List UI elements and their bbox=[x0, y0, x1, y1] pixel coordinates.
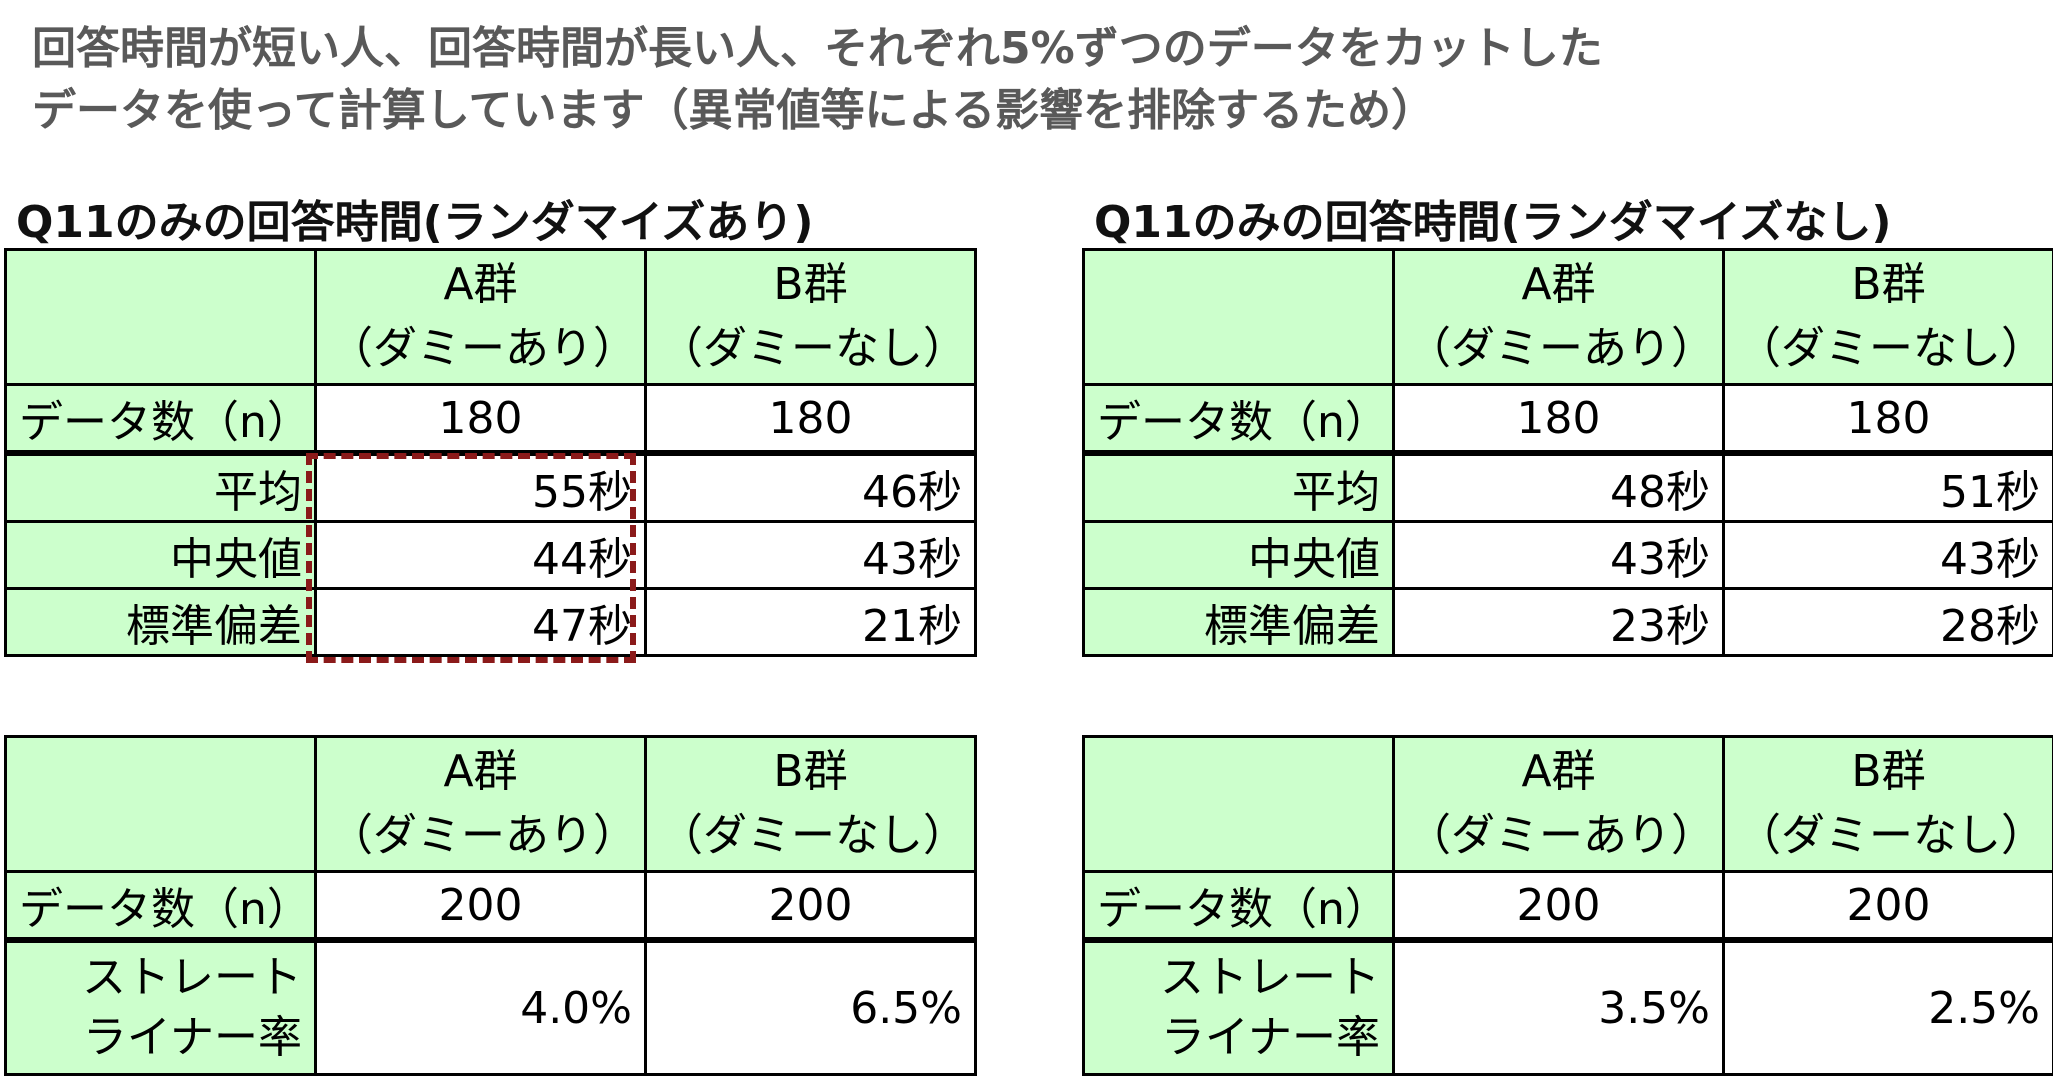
table-header-row: A群 （ダミーあり） B群 （ダミーなし） bbox=[4, 735, 977, 873]
table-row-n: データ数（n） 200 200 bbox=[1082, 870, 2053, 942]
cell-mean-b: 51秒 bbox=[1722, 450, 2053, 523]
table-row-straightliner: ストレートライナー率 4.0% 6.5% bbox=[4, 937, 977, 1076]
method-note: 回答時間が短い人、回答時間が長い人、それぞれ5%ずつのデータをカットした データ… bbox=[32, 18, 1732, 142]
cell-sd-b: 28秒 bbox=[1722, 587, 2053, 657]
group-a-name: A群 bbox=[443, 259, 518, 310]
table-header-row: A群 （ダミーあり） B群 （ダミーなし） bbox=[4, 248, 977, 386]
table-row-median: 中央値 44秒 43秒 bbox=[4, 520, 977, 590]
column-header-a: A群 （ダミーあり） bbox=[314, 248, 647, 386]
column-header-b: B群 （ダミーなし） bbox=[1722, 735, 2053, 873]
cell-n-b: 180 bbox=[1722, 383, 2053, 455]
method-note-line1: 回答時間が短い人、回答時間が長い人、それぞれ5%ずつのデータをカットした bbox=[32, 23, 1603, 74]
row-label-n: データ数（n） bbox=[1082, 383, 1395, 455]
empty-header-cell bbox=[4, 248, 317, 386]
cell-n-b: 180 bbox=[644, 383, 977, 455]
table-row-mean: 平均 55秒 46秒 bbox=[4, 450, 977, 523]
group-a-name: A群 bbox=[1521, 746, 1596, 797]
group-b-sub: （ダミーなし） bbox=[1737, 323, 2045, 374]
row-label-median: 中央値 bbox=[4, 520, 317, 590]
group-b-name: B群 bbox=[773, 259, 848, 310]
table-row-median: 中央値 43秒 43秒 bbox=[1082, 520, 2053, 590]
column-header-b: B群 （ダミーなし） bbox=[644, 248, 977, 386]
table-row-n: データ数（n） 180 180 bbox=[4, 383, 977, 455]
group-a-name: A群 bbox=[1521, 259, 1596, 310]
cell-n-a: 200 bbox=[1392, 870, 1725, 942]
label-line2: ライナー率 bbox=[82, 1012, 302, 1063]
row-label-n: データ数（n） bbox=[1082, 870, 1395, 942]
table-row-mean: 平均 48秒 51秒 bbox=[1082, 450, 2053, 523]
left-time-table: A群 （ダミーあり） B群 （ダミーなし） データ数（n） 180 180 平均 5… bbox=[4, 248, 977, 657]
right-panel-title: Q11のみの回答時間(ランダマイズなし) bbox=[1094, 197, 1892, 248]
cell-rate-a: 3.5% bbox=[1392, 937, 1725, 1076]
table-header-row: A群 （ダミーあり） B群 （ダミーなし） bbox=[1082, 735, 2053, 873]
row-label-n: データ数（n） bbox=[4, 383, 317, 455]
left-straightliner-table: A群 （ダミーあり） B群 （ダミーなし） データ数（n） 200 200 ストレー… bbox=[4, 735, 977, 1076]
cell-median-a: 43秒 bbox=[1392, 520, 1725, 590]
row-label-straightliner: ストレートライナー率 bbox=[4, 937, 317, 1076]
table-row-sd: 標準偏差 23秒 28秒 bbox=[1082, 587, 2053, 657]
label-line2: ライナー率 bbox=[1160, 1012, 1380, 1063]
group-b-sub: （ダミーなし） bbox=[1737, 810, 2045, 861]
column-header-a: A群 （ダミーあり） bbox=[314, 735, 647, 873]
cell-median-b: 43秒 bbox=[644, 520, 977, 590]
cell-rate-b: 6.5% bbox=[644, 937, 977, 1076]
group-a-sub: （ダミーあり） bbox=[1407, 810, 1715, 861]
cell-sd-a: 23秒 bbox=[1392, 587, 1725, 657]
cell-median-a: 44秒 bbox=[314, 520, 647, 590]
cell-sd-a: 47秒 bbox=[314, 587, 647, 657]
empty-header-cell bbox=[4, 735, 317, 873]
group-b-name: B群 bbox=[773, 746, 848, 797]
left-panel-title: Q11のみの回答時間(ランダマイズあり) bbox=[16, 197, 814, 248]
empty-header-cell bbox=[1082, 248, 1395, 386]
cell-n-a: 200 bbox=[314, 870, 647, 942]
table-row-sd: 標準偏差 47秒 21秒 bbox=[4, 587, 977, 657]
group-b-name: B群 bbox=[1851, 259, 1926, 310]
column-header-b: B群 （ダミーなし） bbox=[1722, 248, 2053, 386]
group-b-sub: （ダミーなし） bbox=[659, 810, 967, 861]
column-header-a: A群 （ダミーあり） bbox=[1392, 248, 1725, 386]
empty-header-cell bbox=[1082, 735, 1395, 873]
row-label-median: 中央値 bbox=[1082, 520, 1395, 590]
table-row-n: データ数（n） 180 180 bbox=[1082, 383, 2053, 455]
cell-n-b: 200 bbox=[644, 870, 977, 942]
label-line1: ストレート bbox=[82, 952, 302, 1003]
cell-n-a: 180 bbox=[1392, 383, 1725, 455]
cell-mean-a: 55秒 bbox=[314, 450, 647, 523]
group-a-sub: （ダミーあり） bbox=[329, 323, 637, 374]
cell-sd-b: 21秒 bbox=[644, 587, 977, 657]
method-note-line2: データを使って計算しています（異常値等による影響を排除するため） bbox=[32, 85, 1436, 136]
row-label-sd: 標準偏差 bbox=[1082, 587, 1395, 657]
cell-mean-b: 46秒 bbox=[644, 450, 977, 523]
group-a-name: A群 bbox=[443, 746, 518, 797]
right-time-table: A群 （ダミーあり） B群 （ダミーなし） データ数（n） 180 180 平均 4… bbox=[1082, 248, 2053, 657]
cell-rate-a: 4.0% bbox=[314, 937, 647, 1076]
row-label-sd: 標準偏差 bbox=[4, 587, 317, 657]
row-label-n: データ数（n） bbox=[4, 870, 317, 942]
cell-n-a: 180 bbox=[314, 383, 647, 455]
label-line1: ストレート bbox=[1160, 952, 1380, 1003]
table-row-straightliner: ストレートライナー率 3.5% 2.5% bbox=[1082, 937, 2053, 1076]
column-header-b: B群 （ダミーなし） bbox=[644, 735, 977, 873]
row-label-mean: 平均 bbox=[1082, 450, 1395, 523]
table-header-row: A群 （ダミーあり） B群 （ダミーなし） bbox=[1082, 248, 2053, 386]
table-row-n: データ数（n） 200 200 bbox=[4, 870, 977, 942]
row-label-mean: 平均 bbox=[4, 450, 317, 523]
group-a-sub: （ダミーあり） bbox=[1407, 323, 1715, 374]
group-b-sub: （ダミーなし） bbox=[659, 323, 967, 374]
right-straightliner-table: A群 （ダミーあり） B群 （ダミーなし） データ数（n） 200 200 ストレー… bbox=[1082, 735, 2053, 1076]
cell-n-b: 200 bbox=[1722, 870, 2053, 942]
row-label-straightliner: ストレートライナー率 bbox=[1082, 937, 1395, 1076]
group-b-name: B群 bbox=[1851, 746, 1926, 797]
cell-median-b: 43秒 bbox=[1722, 520, 2053, 590]
cell-rate-b: 2.5% bbox=[1722, 937, 2053, 1076]
cell-mean-a: 48秒 bbox=[1392, 450, 1725, 523]
column-header-a: A群 （ダミーあり） bbox=[1392, 735, 1725, 873]
group-a-sub: （ダミーあり） bbox=[329, 810, 637, 861]
